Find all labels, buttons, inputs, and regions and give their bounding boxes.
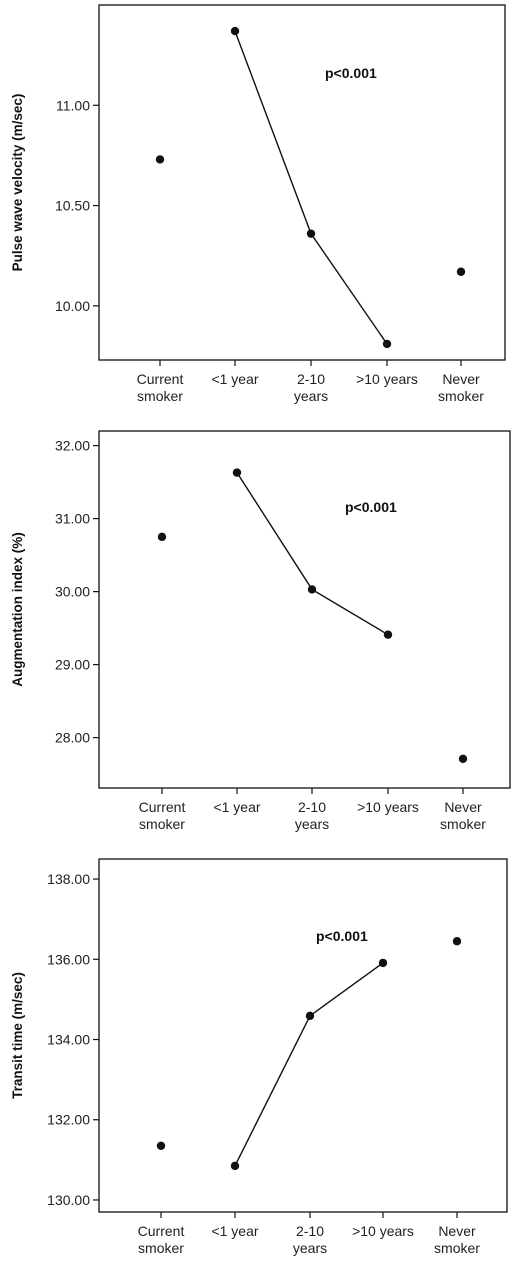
plot-frame-3 [98,858,508,1213]
x-category-label: 2-10 [298,799,326,815]
p-value-annotation: p<0.001 [316,928,368,944]
y-tick-label: 10.50 [55,198,90,214]
y-tick-label: 32.00 [55,438,90,454]
x-category-label: years [294,388,328,404]
x-category-label: >10 years [352,1223,414,1239]
x-category-label: 2-10 [297,371,325,387]
p-value-annotation: p<0.001 [325,65,377,81]
y-tick-label: 11.00 [56,97,90,113]
x-category-label: smoker [138,1240,184,1256]
plot-frame-2 [98,430,511,789]
data-point [156,1141,166,1151]
data-point [305,1011,315,1021]
y-axis-title: Pulse wave velocity (m/sec) [10,94,25,272]
data-point [378,958,388,968]
y-tick-label: 29.00 [55,657,90,673]
x-category-label: smoker [434,1240,480,1256]
x-category-label: smoker [139,816,185,832]
x-category-label: Current [138,1223,185,1239]
x-category-label: smoker [438,388,484,404]
x-category-label: years [293,1240,327,1256]
data-point [456,267,466,276]
x-category-label: Never [444,799,482,815]
y-tick-label: 138.00 [47,871,90,887]
data-point [452,937,462,946]
x-category-label: Current [137,371,184,387]
x-category-label: <1 year [211,371,258,387]
p-value-annotation: p<0.001 [345,499,397,515]
y-axis-title: Augmentation index (%) [10,532,25,687]
x-category-label: Never [442,371,480,387]
y-tick-label: 132.00 [47,1112,90,1128]
data-point [383,630,393,639]
y-axis-title: Transit time (m/sec) [10,972,25,1099]
x-category-label: smoker [137,388,183,404]
y-tick-label: 30.00 [55,584,90,600]
x-category-label: smoker [440,816,486,832]
data-point [230,1161,240,1171]
x-category-label: >10 years [357,799,419,815]
data-point [458,754,468,763]
x-category-label: >10 years [356,371,418,387]
x-category-label: 2-10 [296,1223,324,1239]
data-point [307,585,317,594]
x-category-label: Current [139,799,186,815]
data-point [157,532,167,542]
y-tick-label: 136.00 [47,951,90,967]
y-tick-label: 130.00 [47,1192,90,1208]
x-category-label: Never [438,1223,476,1239]
data-point [232,468,242,477]
plot-frame-1 [98,4,506,361]
data-point [155,155,165,164]
x-category-label: years [295,816,329,832]
y-tick-label: 10.00 [55,298,90,314]
x-category-label: <1 year [213,799,260,815]
data-point [306,229,316,238]
y-tick-label: 31.00 [55,511,90,527]
series-line [234,962,384,1167]
y-tick-label: 134.00 [47,1032,90,1048]
y-tick-label: 28.00 [55,730,90,746]
series-line [236,472,389,636]
x-category-label: <1 year [211,1223,258,1239]
data-point [382,339,392,349]
data-point [230,26,240,36]
